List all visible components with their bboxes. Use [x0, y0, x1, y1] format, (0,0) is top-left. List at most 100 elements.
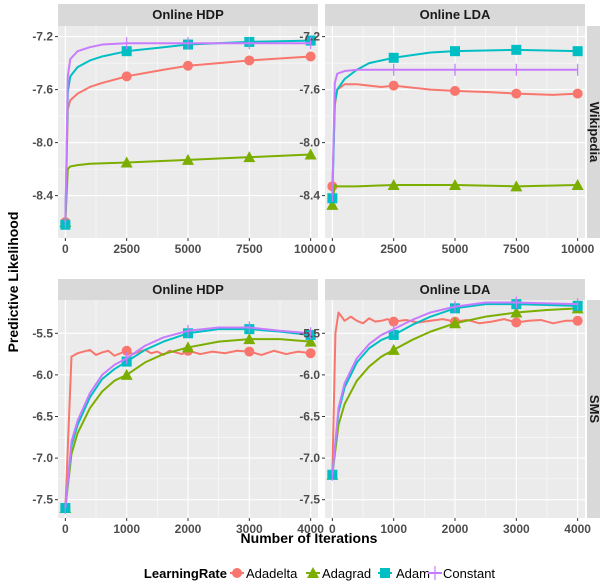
panel-1-series-adadelta-marker: [305, 51, 316, 62]
panel-2-series-adadelta-marker: [450, 85, 460, 96]
panel-2-tick-label-y: -8.4: [299, 189, 320, 203]
x-axis-title: Number of Iterations: [241, 530, 378, 546]
panel-4-strip-label: Online LDA: [420, 282, 491, 297]
panel-4-tick-label-x: 0: [329, 522, 336, 536]
panel-1-series-adagrad-marker: [182, 153, 194, 165]
panel-1-tick-label-x: 10000: [294, 242, 328, 256]
panel-4-series-adadelta-line: [331, 311, 578, 475]
panel-1-tick-label-x: 7500: [236, 242, 263, 256]
panel-4-series-adadelta-marker: [388, 316, 399, 327]
panel-3-series-adadelta-marker: [305, 348, 316, 359]
panel-1-series-adam-marker: [121, 46, 132, 57]
panel-1-series-constant-line: [64, 42, 311, 223]
panel-3-strip: [58, 279, 318, 301]
panel-2-right-strip-label: Wikipedia: [587, 102, 600, 163]
panel-2-strip: [325, 4, 585, 26]
panel-4-tick-label-x: 1000: [380, 522, 407, 536]
legend-key-adagrad-marker: [307, 567, 319, 578]
panel-2-series-adagrad-marker: [326, 198, 339, 210]
panel-3-tick-label-x: 1000: [113, 522, 140, 536]
panel-2-series-adam-marker: [511, 44, 522, 55]
panel-3-series-adam-line: [64, 328, 311, 509]
panel-2-tick-label-y: -7.2: [299, 30, 320, 44]
panel-2-series-constant-line: [331, 68, 578, 196]
panel-1-series-adagrad-marker: [120, 156, 133, 168]
panel-2-series-adagrad-marker: [449, 179, 461, 190]
y-axis-title: Predictive Likelihood: [5, 212, 21, 353]
panel-1-series-adagrad-marker: [304, 148, 317, 160]
panel-1-series-adagrad-marker: [243, 151, 256, 163]
panel-3-tick-label-x: 0: [62, 522, 69, 536]
panel-2-series-adadelta-marker: [388, 80, 399, 91]
legend-label-adagrad: Adagrad: [322, 566, 371, 581]
panel-3-series-adadelta-marker: [121, 345, 132, 356]
panel-4-series-adagrad-marker: [510, 306, 523, 318]
panel-1: Online HDP 0 2500 5000 7500 10000 -8.4 -8.0 -7.6…: [32, 4, 328, 256]
panel-2-strip-label: Online LDA: [420, 7, 491, 22]
panel-4-series-adagrad-line: [331, 307, 578, 475]
panel-1-strip: [58, 4, 318, 26]
panel-3-tick-label-y: -5.5: [32, 326, 53, 340]
panel-2-series-adagrad-marker: [387, 179, 400, 190]
panel-4-series-adadelta-marker: [572, 315, 583, 326]
panel-4-tick-label-y: -5.5: [299, 326, 320, 340]
panel-3-series-adagrad-marker: [243, 333, 256, 345]
panel-3-series-adadelta-marker: [244, 346, 255, 357]
panel-1-tick-label-x: 5000: [175, 242, 202, 256]
panel-1-tick-label-y: -7.6: [32, 83, 53, 97]
panel-4-tick-label-y: -6.5: [299, 409, 320, 423]
panel-3-series-adagrad-marker: [182, 341, 194, 353]
panel-4: Online LDA 0 1000 2000 3000 4000 -7.5 -7.0 -6.5 -…: [299, 279, 600, 536]
panel-4-strip: [325, 279, 585, 301]
panel-3-series-constant-line: [64, 326, 311, 509]
panel-4-right-strip: [587, 300, 600, 518]
legend-key-adadelta-marker: [232, 568, 242, 578]
panel-2-series-constant: [331, 63, 579, 202]
panel-4-tick-label-y: -6.0: [299, 368, 320, 382]
panel-2-tick-label-y: -8.0: [299, 136, 320, 150]
panel-4-tick-label-x: 4000: [564, 522, 591, 536]
panel-2-series-adagrad-marker: [510, 180, 523, 192]
panel-2-series-adam-marker: [572, 46, 583, 57]
panel-2-tick-label-x: 7500: [503, 242, 530, 256]
panel-2-tick-label-x: 2500: [380, 242, 407, 256]
panel-4-series-constant-line: [331, 301, 578, 475]
legend-item-adam: Adam: [378, 566, 430, 581]
legend-item-adagrad: Adagrad: [306, 566, 371, 581]
panel-1-tick-label-x: 2500: [113, 242, 140, 256]
panel-3-tick-label-x: 2000: [175, 522, 202, 536]
panel-3-strip-label: Online HDP: [152, 282, 224, 297]
panel-3-tick-label-y: -6.0: [32, 368, 53, 382]
legend-key-adam-marker: [380, 568, 390, 578]
panel-2-tick-label-x: 0: [329, 242, 336, 256]
panel-3-tick-label-y: -6.5: [32, 409, 53, 423]
legend-item-constant: Constant: [428, 566, 495, 581]
panel-1-series-adadelta-marker: [121, 71, 132, 82]
panel-3-series-constant: [64, 321, 312, 515]
panel-1-series-adadelta-marker: [244, 55, 255, 66]
panel-4-tick-label-y: -7.5: [299, 493, 320, 507]
panel-4-tick-label-y: -7.0: [299, 451, 320, 465]
panel-2-tick-label-x: 5000: [442, 242, 469, 256]
panel-1-series-adagrad-line: [64, 153, 311, 223]
panel-1-strip-label: Online HDP: [152, 7, 224, 22]
panel-3-series-adagrad-line: [64, 338, 311, 509]
panel-3-tick-label-y: -7.5: [32, 493, 53, 507]
panel-3-series-adagrad-marker: [120, 368, 133, 380]
legend-label-constant: Constant: [443, 566, 495, 581]
panel-4-right-strip-label: SMS: [587, 395, 600, 424]
panel-3-tick-label-y: -7.0: [32, 451, 53, 465]
panel-4-series-adagrad-marker: [387, 343, 400, 355]
panel-4-tick-label-x: 2000: [442, 522, 469, 536]
panel-1-tick-label-y: -8.0: [32, 136, 53, 150]
panel-3-series-adagrad: [59, 333, 317, 514]
panel-1-tick-label-x: 0: [62, 242, 69, 256]
panel-3: Online HDP 0 1000 2000 3000 4000 -7.5 -7.0 -6.5 -…: [32, 279, 324, 536]
panel-4-tick-label-x: 3000: [503, 522, 530, 536]
panel-4-series-constant: [331, 296, 579, 481]
panel-2-series-adagrad-line: [331, 184, 578, 206]
panel-4-series-adam-line: [331, 303, 578, 475]
panel-1-series-adadelta-line: [64, 55, 311, 223]
panel-2: Online LDA 0 2500 5000 7500 10000 -8.4 -8.0 -7.6…: [299, 4, 600, 256]
